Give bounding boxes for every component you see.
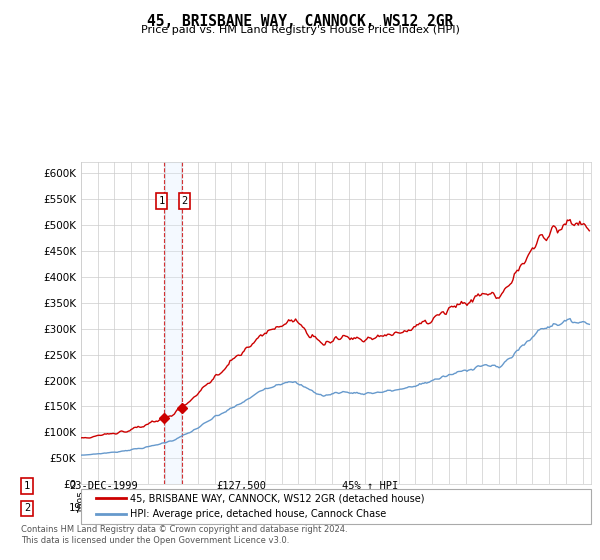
Text: Contains HM Land Registry data © Crown copyright and database right 2024.
This d: Contains HM Land Registry data © Crown c… bbox=[21, 525, 347, 545]
Text: 19-JAN-2001: 19-JAN-2001 bbox=[69, 503, 138, 514]
Text: 45% ↑ HPI: 45% ↑ HPI bbox=[342, 481, 398, 491]
Text: HPI: Average price, detached house, Cannock Chase: HPI: Average price, detached house, Cann… bbox=[130, 509, 386, 519]
Text: 1: 1 bbox=[158, 196, 164, 206]
Text: 45, BRISBANE WAY, CANNOCK, WS12 2GR (detached house): 45, BRISBANE WAY, CANNOCK, WS12 2GR (det… bbox=[130, 493, 425, 503]
Text: Price paid vs. HM Land Registry's House Price Index (HPI): Price paid vs. HM Land Registry's House … bbox=[140, 25, 460, 35]
Text: £148,000: £148,000 bbox=[216, 503, 266, 514]
Text: 1: 1 bbox=[24, 481, 30, 491]
Text: 23-DEC-1999: 23-DEC-1999 bbox=[69, 481, 138, 491]
Text: 54% ↑ HPI: 54% ↑ HPI bbox=[342, 503, 398, 514]
Text: 45, BRISBANE WAY, CANNOCK, WS12 2GR: 45, BRISBANE WAY, CANNOCK, WS12 2GR bbox=[147, 14, 453, 29]
Text: £127,500: £127,500 bbox=[216, 481, 266, 491]
Text: 2: 2 bbox=[181, 196, 188, 206]
Bar bbox=[164, 162, 182, 484]
Text: 2: 2 bbox=[24, 503, 30, 514]
